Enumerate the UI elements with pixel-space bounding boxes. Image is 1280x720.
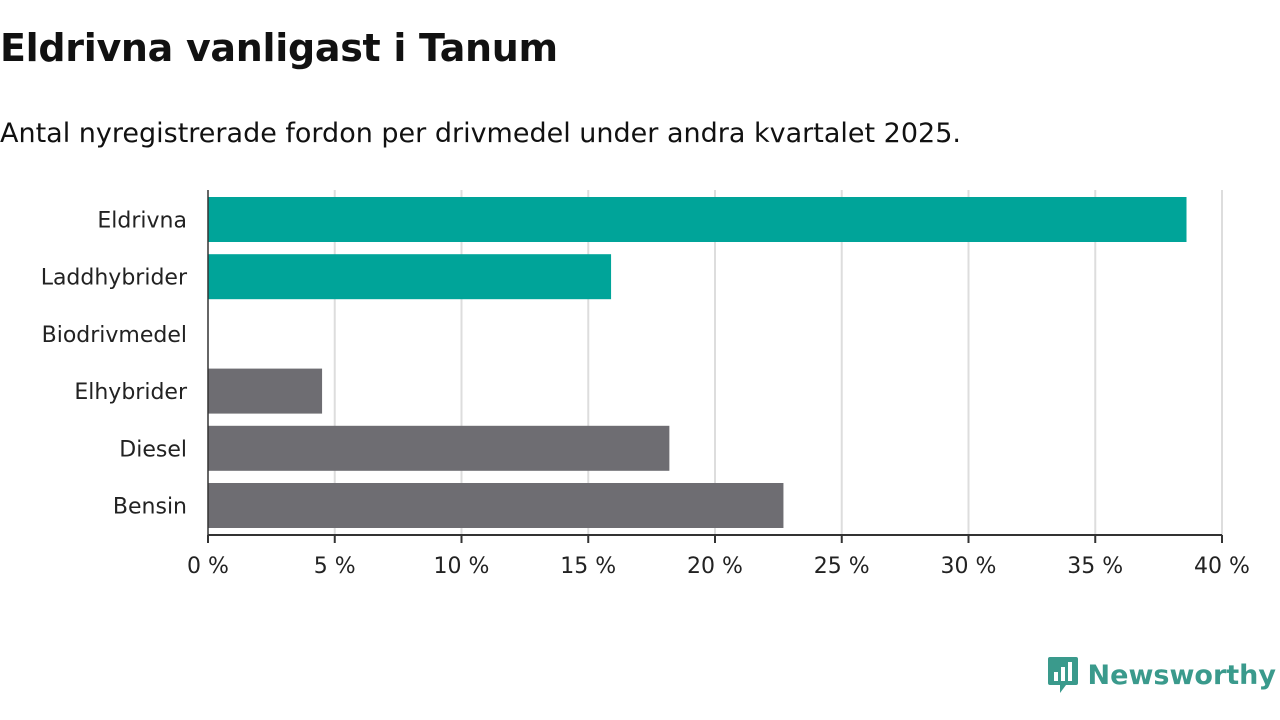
bar-bensin	[208, 483, 784, 528]
category-label: Bensin	[113, 495, 187, 520]
x-tick-label: 5 %	[314, 554, 356, 579]
x-tick-label: 10 %	[434, 554, 490, 579]
bar-chart: 0 % 5 % 10 % 15 % 20 % 25 % 30 % 35 % 40 % Eldri…	[41, 190, 1250, 579]
category-label: Diesel	[119, 437, 187, 462]
bars	[208, 197, 1187, 528]
bar-laddhybrider	[208, 254, 612, 300]
chart-subtitle: Antal nyregistrerade fordon per drivmede…	[0, 118, 961, 149]
x-tick-label: 25 %	[814, 554, 870, 579]
x-tick-label: 15 %	[560, 554, 616, 579]
x-tick-label: 35 %	[1067, 554, 1123, 579]
bar-eldrivna	[208, 197, 1187, 242]
x-tick-label: 20 %	[687, 554, 743, 579]
grid-lines	[333, 190, 1223, 535]
category-label: Laddhybrider	[41, 266, 188, 291]
x-tick-label: 30 %	[941, 554, 997, 579]
x-axis: 0 % 5 % 10 % 15 % 20 % 25 % 30 % 35 % 40 %	[187, 190, 1250, 579]
category-label: Biodrivmedel	[42, 323, 187, 348]
category-label: Eldrivna	[97, 209, 187, 234]
x-tick-label: 0 %	[187, 554, 229, 579]
category-labels: Eldrivna Laddhybrider Biodrivmedel Elhybrid…	[41, 209, 188, 520]
newsworthy-logo: Newsworthy	[1046, 655, 1276, 695]
bar-diesel	[208, 425, 670, 471]
bar-elhybrider	[208, 368, 323, 414]
newsworthy-logo-text: Newsworthy	[1087, 659, 1276, 691]
x-tick-label: 40 %	[1194, 554, 1250, 579]
chart-title: Eldrivna vanligast i Tanum	[0, 26, 558, 70]
category-label: Elhybrider	[74, 380, 188, 405]
newsworthy-logo-icon	[1047, 657, 1078, 693]
